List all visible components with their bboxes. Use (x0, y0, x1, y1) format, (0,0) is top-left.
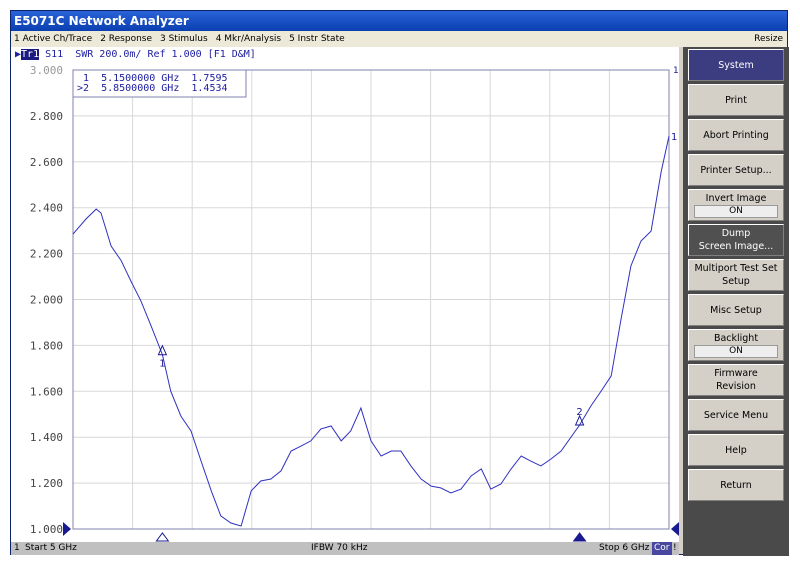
y-tick-label: 1.800 (30, 339, 63, 352)
return-label: Return (720, 479, 752, 491)
y-tick-label: 1.200 (30, 477, 63, 490)
swr-chart: 3.000 2.800 2.600 2.400 2.200 2.000 1.800 1.600… (30, 64, 679, 542)
dump-screen-button[interactable]: Dump Screen Image... (688, 224, 784, 256)
dump-label-2: Screen Image... (698, 241, 774, 252)
invert-image-button[interactable]: Invert Image ON (688, 189, 784, 221)
menu-bar: 1 Active Ch/Trace 2 Response 3 Stimulus … (11, 31, 787, 47)
ref-level-left-icon (63, 522, 71, 536)
marker-stimulus-indicator (155, 532, 170, 542)
status-cor: Cor (652, 542, 672, 555)
y-tick-label: 2.800 (30, 110, 63, 123)
softkey-title-text: System (718, 59, 754, 71)
y-tick-label: 1.000 (30, 523, 63, 536)
y-tick-label: 2.000 (30, 294, 63, 307)
status-excl: ! (673, 543, 677, 553)
firmware-revision-button[interactable]: Firmware Revision (688, 364, 784, 396)
firmware-label-1: Firmware (714, 368, 758, 379)
play-icon: ▶ (15, 49, 22, 60)
softkey-panel: System Print Abort Printing Printer Setu… (683, 47, 789, 556)
status-channel: 1 (14, 543, 20, 553)
y-tick-label: 2.400 (30, 202, 63, 215)
marker-triangle (574, 414, 585, 426)
y-tick-label: 1.400 (30, 431, 63, 444)
menu-response[interactable]: 2 Response (100, 34, 152, 44)
trace-end-label: 1 (671, 132, 677, 143)
abort-printing-button[interactable]: Abort Printing (688, 119, 784, 151)
backlight-label: Backlight (713, 333, 759, 344)
menu-active-ch[interactable]: 1 Active Ch/Trace (14, 34, 93, 44)
firmware-label-2: Revision (716, 381, 756, 392)
misc-label: Misc Setup (710, 304, 762, 316)
y-tick-label: 3.000 (30, 64, 63, 77)
return-button[interactable]: Return (688, 469, 784, 501)
trace-header: ▶Tr1 S11 SWR 200.0m/ Ref 1.000 [F1 D&M] (15, 49, 256, 60)
plot-frame (72, 69, 670, 530)
invert-value: ON (694, 205, 778, 218)
help-button[interactable]: Help (688, 434, 784, 466)
printer-setup-button[interactable]: Printer Setup... (688, 154, 784, 186)
marker-triangle (157, 344, 168, 356)
invert-label: Invert Image (705, 193, 767, 204)
marker-label: 1 (159, 359, 165, 370)
menu-instr-state[interactable]: 5 Instr State (289, 34, 345, 44)
marker-stimulus-indicator (572, 532, 587, 542)
ref-marker-label: 1 (673, 66, 679, 76)
status-ifbw: IFBW 70 kHz (311, 543, 368, 553)
marker-readout: >2 5.8500000 GHz 1.4534 (77, 83, 228, 94)
multiport-label-1: Multiport Test Set (694, 263, 778, 274)
trace-label[interactable]: Tr1 (21, 49, 40, 60)
print-button[interactable]: Print (688, 84, 784, 116)
menu-mkr-analysis[interactable]: 4 Mkr/Analysis (215, 34, 282, 44)
trace-settings: S11 SWR 200.0m/ Ref 1.000 [F1 D&M] (39, 49, 256, 60)
analyzer-window: E5071C Network Analyzer 1 Active Ch/Trac… (10, 10, 789, 556)
backlight-button[interactable]: Backlight ON (688, 329, 784, 361)
service-menu-button[interactable]: Service Menu (688, 399, 784, 431)
misc-setup-button[interactable]: Misc Setup (688, 294, 784, 326)
softkey-title: System (688, 49, 784, 81)
menu-stimulus[interactable]: 3 Stimulus (160, 34, 208, 44)
y-tick-label: 2.200 (30, 248, 63, 261)
printer-setup-label: Printer Setup... (700, 164, 772, 176)
trace-line (72, 135, 670, 527)
abort-label: Abort Printing (703, 129, 769, 141)
print-label: Print (725, 94, 747, 106)
measurement-screen: 3.000 2.800 2.600 2.400 2.200 2.000 1.800 1.600… (11, 47, 679, 542)
status-stop: Stop 6 GHz (599, 543, 650, 553)
service-label: Service Menu (703, 409, 769, 421)
help-label: Help (725, 444, 747, 456)
multiport-setup-button[interactable]: Multiport Test Set Setup (688, 259, 784, 291)
status-start: Start 5 GHz (25, 543, 77, 553)
multiport-label-2: Setup (722, 276, 750, 287)
resize-button[interactable]: Resize (754, 34, 783, 44)
y-tick-label: 2.600 (30, 156, 63, 169)
status-bar: 1 Start 5 GHz IFBW 70 kHz Stop 6 GHz Cor… (11, 542, 679, 555)
marker-table-box (72, 69, 247, 98)
backlight-value: ON (694, 345, 778, 358)
ref-level-right-icon (671, 522, 679, 536)
marker-label: 2 (576, 407, 582, 418)
y-tick-label: 1.600 (30, 385, 63, 398)
marker-readout: 1 5.1500000 GHz 1.7595 (77, 73, 228, 84)
title-bar: E5071C Network Analyzer (11, 11, 787, 31)
dump-label-1: Dump (721, 228, 751, 239)
